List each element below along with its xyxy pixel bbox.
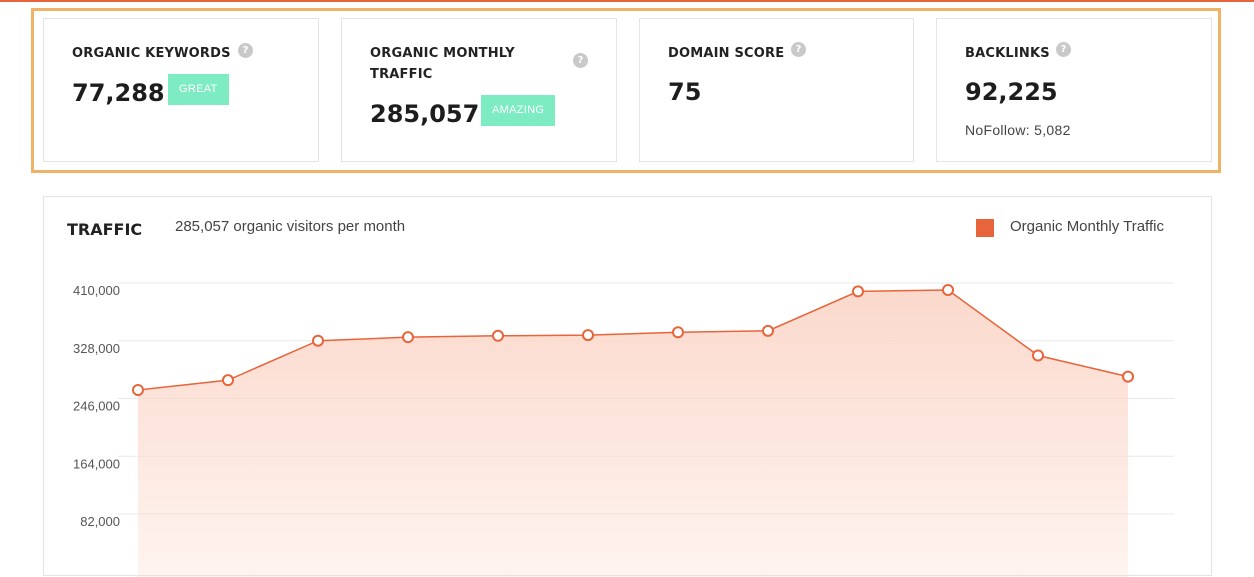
organic-keywords-value: 77,288: [72, 79, 165, 107]
domain-score-title: DOMAIN SCORE: [668, 46, 785, 61]
organic-traffic-title-line2: TRAFFIC: [370, 67, 433, 82]
organic-traffic-card: ORGANIC MONTHLY TRAFFIC ? 285,057 AMAZIN…: [341, 18, 617, 162]
data-point[interactable]: [402, 331, 414, 344]
organic-traffic-value: 285,057: [370, 100, 480, 128]
organic-traffic-badge: AMAZING: [481, 95, 556, 126]
domain-score-value: 75: [668, 78, 702, 106]
data-point[interactable]: [942, 284, 954, 296]
y-tick-label: 410,000: [73, 283, 120, 298]
data-point[interactable]: [1032, 349, 1044, 362]
organic-traffic-title-line1: ORGANIC MONTHLY: [370, 46, 515, 61]
data-point[interactable]: [762, 324, 774, 337]
organic-keywords-badge: GREAT: [168, 74, 229, 105]
y-tick-label: 328,000: [73, 341, 120, 356]
traffic-subtitle: 285,057 organic visitors per month: [175, 218, 406, 235]
data-point[interactable]: [672, 326, 684, 339]
data-point[interactable]: [492, 329, 504, 342]
traffic-panel: TRAFFIC 285,057 organic visitors per mon…: [43, 196, 1212, 577]
help-icon[interactable]: ?: [238, 43, 253, 58]
y-tick-label: 246,000: [73, 399, 120, 414]
backlinks-value: 92,225: [965, 78, 1058, 106]
domain-score-card: DOMAIN SCORE ? 75: [639, 18, 914, 162]
help-icon[interactable]: ?: [1056, 42, 1071, 57]
organic-keywords-title: ORGANIC KEYWORDS: [72, 46, 231, 61]
help-icon[interactable]: ?: [791, 42, 806, 57]
help-icon[interactable]: ?: [573, 53, 588, 68]
y-tick-label: 164,000: [73, 456, 120, 471]
backlinks-title: BACKLINKS: [965, 46, 1050, 61]
top-accent-line: [0, 0, 1254, 2]
traffic-chart: 410,000 328,000 246,000 164,000 82,000: [73, 282, 1174, 577]
data-point[interactable]: [312, 334, 324, 347]
data-point[interactable]: [1122, 370, 1134, 383]
traffic-area: [138, 290, 1128, 577]
nofollow-count: NoFollow: 5,082: [965, 122, 1071, 138]
y-tick-label: 82,000: [80, 514, 120, 529]
data-point[interactable]: [852, 285, 864, 298]
traffic-line: [137, 289, 1129, 391]
data-point[interactable]: [582, 329, 594, 342]
data-point[interactable]: [222, 374, 234, 387]
data-point[interactable]: [132, 384, 144, 397]
legend-label[interactable]: Organic Monthly Traffic: [1010, 218, 1164, 235]
organic-traffic-title: ORGANIC MONTHLY TRAFFIC: [370, 43, 515, 85]
backlinks-card: BACKLINKS ? 92,225 NoFollow: 5,082: [936, 18, 1212, 162]
legend-swatch: [976, 219, 994, 237]
traffic-title: TRAFFIC: [67, 220, 143, 239]
metrics-highlight-frame: [31, 8, 1221, 173]
organic-keywords-card: ORGANIC KEYWORDS ? 77,288 GREAT: [43, 18, 319, 162]
